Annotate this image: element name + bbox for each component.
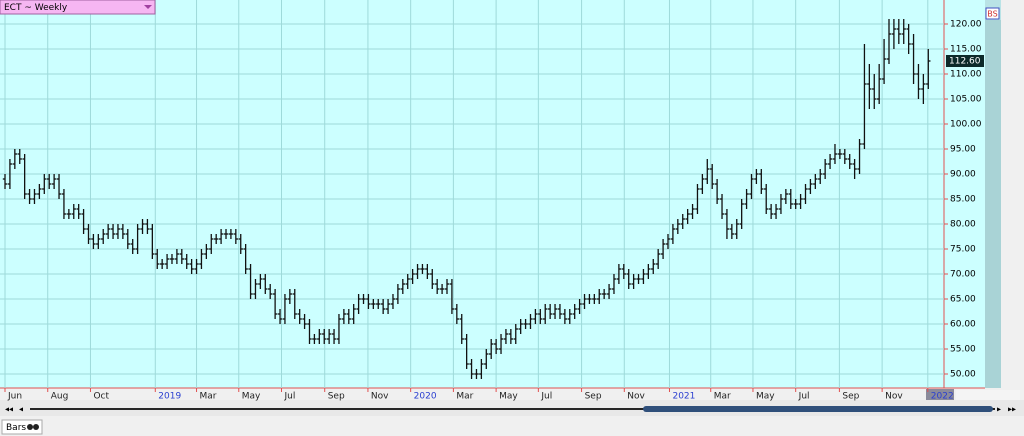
x-tick-label: May [499,392,518,402]
dropdown-arrow [144,5,152,9]
side-panel-strip [985,20,1001,388]
x-tick-label: 2022 [931,392,954,402]
x-tick-label: Jul [540,392,552,402]
x-tick-label: Aug [51,392,69,402]
x-tick-label: Nov [371,392,389,402]
x-tick-label: Sep [328,392,345,402]
y-tick-label: 60.00 [950,320,976,330]
x-tick-label: Mar [456,392,473,402]
x-tick-label: Mar [200,392,217,402]
plot-layer [0,0,948,388]
tab-icon [33,424,39,430]
y-tick-label: 50.00 [950,370,976,380]
y-tick-label: 85.00 [950,195,976,205]
badge-box[interactable] [985,7,1000,20]
plot-bg [0,0,944,388]
scroll-right[interactable]: ▸▸ [1008,405,1016,414]
scroll-left[interactable]: ◂◂ [5,405,13,414]
x-tick-label: 2019 [158,392,181,402]
x-tick-label: Mar [714,392,731,402]
last-price-label: 112.60 [949,57,981,67]
x-tick-label: Jul [284,392,296,402]
y-tick-label: 55.00 [950,345,976,355]
x-tick-label: Sep [585,392,602,402]
x-tick-label: 2021 [672,392,695,402]
symbol-label: ECT ~ Weekly [4,3,68,13]
y-tick-label: 90.00 [950,170,976,180]
scroll-next[interactable]: ▸ [997,405,1001,414]
y-tick-label: 95.00 [950,145,976,155]
scroll-prev[interactable]: ◂ [19,405,23,414]
y-tick-label: 70.00 [950,270,976,280]
x-tick-label: Jun [7,392,22,402]
x-tick-label: Jul [798,392,810,402]
toolbar-icons[interactable] [956,390,1020,400]
x-tick-label: Nov [627,392,645,402]
x-tick-label: May [242,392,261,402]
x-tick-label: Sep [842,392,859,402]
bars-tab-label: Bars [6,423,26,433]
y-tick-label: 110.00 [950,70,982,80]
scroll-thumb[interactable] [643,406,993,412]
tab-icon [27,424,33,430]
x-tick-label: May [756,392,775,402]
side-badge: BS [987,10,997,19]
x-tick-label: Oct [93,392,109,402]
y-tick-label: 80.00 [950,220,976,230]
x-tick-label: 2020 [414,392,437,402]
y-tick-label: 115.00 [950,45,982,55]
last-price-box [946,55,984,67]
y-tick-label: 100.00 [950,120,982,130]
y-tick-label: 75.00 [950,245,976,255]
y-tick-label: 65.00 [950,295,976,305]
current-period-box [926,389,954,400]
y-tick-label: 120.00 [950,20,982,30]
bars-tab[interactable] [1,419,43,435]
symbol-dropdown[interactable] [0,0,156,15]
y-tick-label: 105.00 [950,95,982,105]
x-tick-label: Nov [885,392,903,402]
